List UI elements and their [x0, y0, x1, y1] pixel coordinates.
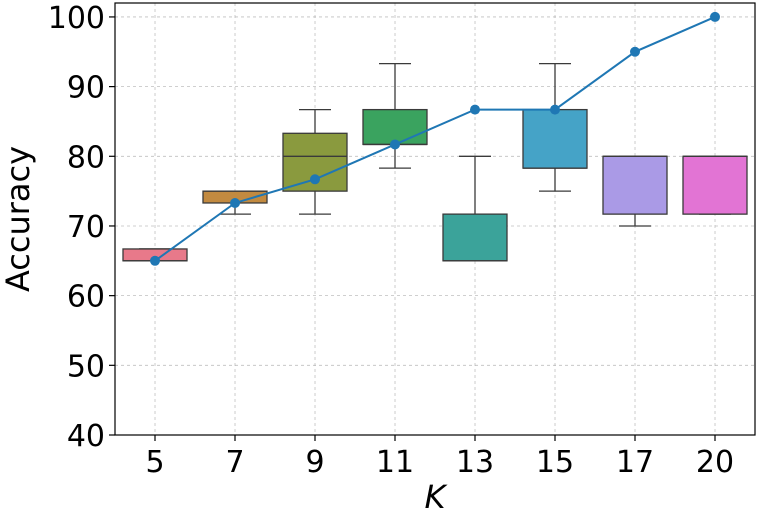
line-point: [150, 255, 160, 266]
box-plot-9: [282, 108, 348, 215]
box-iqr: [682, 155, 748, 215]
y-tick-label: 40: [67, 419, 105, 454]
x-tick-label: 17: [616, 445, 654, 480]
x-tick-label: 11: [376, 445, 414, 480]
box-iqr: [522, 108, 588, 169]
x-axis-label: K: [425, 478, 449, 516]
y-tick-label: 70: [67, 210, 105, 245]
x-tick-label: 15: [536, 445, 574, 480]
x-tick-label: 20: [696, 445, 734, 480]
box-iqr: [442, 213, 508, 262]
x-tick-label: 9: [305, 445, 324, 480]
box-plot-15: [522, 62, 588, 192]
x-tick-label: 13: [456, 445, 494, 480]
box-iqr: [362, 108, 428, 146]
line-point: [470, 104, 480, 115]
box-plots: [122, 62, 748, 262]
box-plot-20: [682, 155, 748, 215]
box-plot-11: [362, 62, 428, 169]
box-plot-13: [442, 155, 508, 262]
plot-frame: [114, 2, 756, 436]
y-tick-label: 60: [67, 280, 105, 315]
y-tick-label: 50: [67, 349, 105, 384]
accuracy-line-series: [150, 11, 720, 266]
line-point: [390, 139, 400, 150]
box-iqr: [602, 155, 668, 215]
grid: [115, 3, 755, 436]
y-tick-label: 100: [48, 1, 105, 36]
line-point: [630, 46, 640, 57]
axis-ticks: 40 50 60 70 80 90 100 5 7 9 11 13 15 17 20: [48, 1, 734, 480]
x-tick-label: 7: [225, 445, 244, 480]
box-plot-17: [602, 155, 668, 227]
y-tick-label: 80: [67, 140, 105, 175]
line-point: [710, 11, 720, 22]
y-axis-label: Accuracy: [0, 146, 37, 292]
line-point: [550, 104, 560, 115]
line-point: [230, 197, 240, 208]
x-tick-label: 5: [145, 445, 164, 480]
y-tick-label: 90: [67, 71, 105, 106]
line-point: [310, 174, 320, 185]
accuracy-line: [154, 16, 716, 262]
